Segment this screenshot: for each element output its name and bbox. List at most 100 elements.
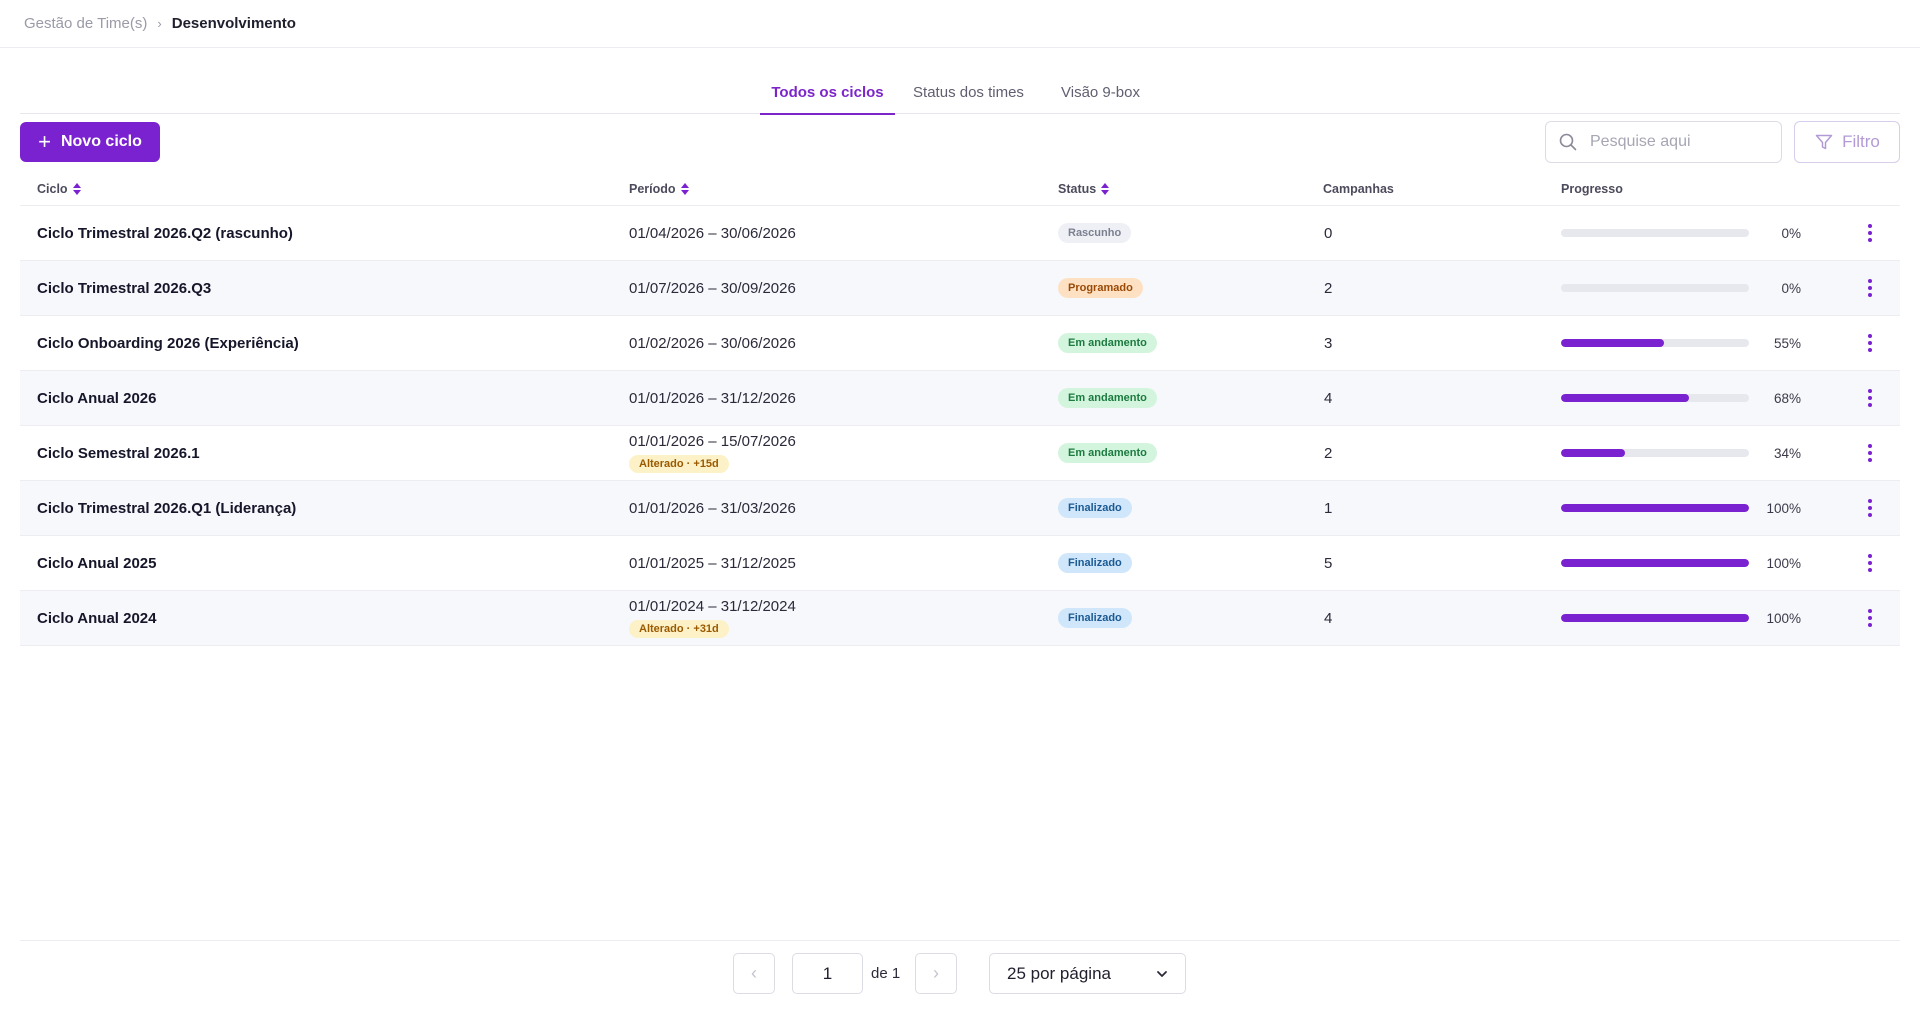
table-row[interactable]: Ciclo Anual 2026 01/01/2026 – 31/12/2026 E… xyxy=(20,371,1900,426)
more-vertical-icon xyxy=(1868,279,1872,297)
row-actions-button[interactable] xyxy=(1860,261,1880,315)
per-page-select[interactable]: 25 por página xyxy=(989,953,1186,994)
progress-fill xyxy=(1561,449,1625,457)
progress-bar xyxy=(1561,339,1749,347)
cycle-name[interactable]: Ciclo Semestral 2026.1 xyxy=(37,444,200,462)
campaign-count: 4 xyxy=(1324,609,1333,627)
table-row[interactable]: Ciclo Onboarding 2026 (Experiência) 01/02… xyxy=(20,316,1900,371)
progress-bar xyxy=(1561,614,1749,622)
table-row[interactable]: Ciclo Semestral 2026.1 01/01/2026 – 15/07… xyxy=(20,426,1900,481)
more-vertical-icon xyxy=(1868,389,1872,407)
tab-todos-os-ciclos[interactable]: Todos os ciclos xyxy=(760,70,895,115)
status-cell: Finalizado xyxy=(1058,481,1132,535)
progress-percent: 34% xyxy=(1773,445,1801,461)
more-vertical-icon xyxy=(1868,609,1872,627)
table-row[interactable]: Ciclo Anual 2025 01/01/2025 – 31/12/2025 F… xyxy=(20,536,1900,591)
status-cell: Em andamento xyxy=(1058,316,1157,370)
breadcrumb-current: Desenvolvimento xyxy=(171,15,296,32)
new-cycle-button[interactable]: + Novo ciclo xyxy=(20,122,160,162)
row-actions-button[interactable] xyxy=(1860,316,1880,370)
progress-cell: 68% xyxy=(1561,371,1801,425)
header-campanhas-label: Campanhas xyxy=(1323,182,1394,196)
row-actions-button[interactable] xyxy=(1860,371,1880,425)
table-row[interactable]: Ciclo Trimestral 2026.Q3 01/07/2026 – 30/… xyxy=(20,261,1900,316)
next-page-button[interactable]: › xyxy=(915,953,957,994)
cycle-name[interactable]: Ciclo Onboarding 2026 (Experiência) xyxy=(37,334,299,352)
tab-visao-9-box[interactable]: Visão 9-box xyxy=(1061,83,1140,101)
campaign-count: 5 xyxy=(1324,554,1333,572)
more-vertical-icon xyxy=(1868,499,1872,517)
table-row[interactable]: Ciclo Trimestral 2026.Q2 (rascunho) 01/04… xyxy=(20,206,1900,261)
tab-divider xyxy=(20,113,1900,114)
progress-fill xyxy=(1561,559,1749,567)
header-status[interactable]: Status xyxy=(1058,172,1110,206)
campaign-count: 2 xyxy=(1324,279,1333,297)
cycle-name[interactable]: Ciclo Anual 2025 xyxy=(37,554,157,572)
cycle-period-cell: 01/01/2026 – 31/12/2026 xyxy=(629,371,796,425)
header-ciclo[interactable]: Ciclo xyxy=(37,172,81,206)
search-input[interactable] xyxy=(1590,133,1770,151)
campaign-count: 4 xyxy=(1324,389,1333,407)
page-number-input[interactable] xyxy=(792,953,863,994)
progress-percent: 0% xyxy=(1781,280,1801,296)
header-campanhas: Campanhas xyxy=(1323,172,1394,206)
status-cell: Em andamento xyxy=(1058,371,1157,425)
cycle-period: 01/01/2026 – 31/03/2026 xyxy=(629,499,796,517)
cycle-period-cell: 01/04/2026 – 30/06/2026 xyxy=(629,206,796,260)
progress-fill xyxy=(1561,394,1689,402)
header-periodo-label: Período xyxy=(629,182,676,196)
search-box[interactable] xyxy=(1545,121,1782,163)
cycle-name[interactable]: Ciclo Trimestral 2026.Q3 xyxy=(37,279,212,297)
table-row[interactable]: Ciclo Trimestral 2026.Q1 (Liderança) 01/0… xyxy=(20,481,1900,536)
filter-button[interactable]: Filtro xyxy=(1794,121,1900,163)
row-actions-button[interactable] xyxy=(1860,206,1880,260)
progress-cell: 0% xyxy=(1561,261,1801,315)
progress-percent: 100% xyxy=(1766,500,1801,516)
cycle-name[interactable]: Ciclo Anual 2026 xyxy=(37,389,157,407)
more-vertical-icon xyxy=(1868,334,1872,352)
changed-badge: Alterado · +31d xyxy=(629,620,729,638)
footer-divider xyxy=(20,940,1900,941)
chevron-right-icon: › xyxy=(157,16,162,31)
more-vertical-icon xyxy=(1868,444,1872,462)
row-actions-button[interactable] xyxy=(1860,426,1880,480)
tab-bar: Todos os ciclos Status dos times Visão 9… xyxy=(0,70,1920,115)
cycle-name[interactable]: Ciclo Trimestral 2026.Q2 (rascunho) xyxy=(37,224,293,242)
status-badge: Finalizado xyxy=(1058,608,1132,628)
progress-cell: 55% xyxy=(1561,316,1801,370)
status-cell: Finalizado xyxy=(1058,536,1132,590)
sort-icon[interactable] xyxy=(680,183,689,195)
campaign-count: 1 xyxy=(1324,499,1333,517)
progress-percent: 68% xyxy=(1773,390,1801,406)
cycle-period: 01/01/2025 – 31/12/2025 xyxy=(629,554,796,572)
cycle-name[interactable]: Ciclo Trimestral 2026.Q1 (Liderança) xyxy=(37,499,297,517)
filter-icon xyxy=(1815,134,1833,150)
status-badge: Rascunho xyxy=(1058,223,1132,243)
row-actions-button[interactable] xyxy=(1860,591,1880,645)
filter-label: Filtro xyxy=(1842,132,1880,151)
cycle-period: 01/01/2026 – 15/07/2026 xyxy=(629,433,796,450)
plus-icon: + xyxy=(38,129,51,154)
table-row[interactable]: Ciclo Anual 2024 01/01/2024 – 31/12/2024 A… xyxy=(20,591,1900,646)
prev-page-button[interactable]: ‹ xyxy=(733,953,775,994)
search-icon xyxy=(1559,133,1577,151)
cycle-period-cell: 01/07/2026 – 30/09/2026 xyxy=(629,261,796,315)
sort-icon[interactable] xyxy=(1101,183,1110,195)
cycle-period: 01/01/2024 – 31/12/2024 xyxy=(629,598,796,615)
row-actions-button[interactable] xyxy=(1860,536,1880,590)
progress-cell: 100% xyxy=(1561,536,1801,590)
status-cell: Em andamento xyxy=(1058,426,1157,480)
campaign-count: 3 xyxy=(1324,334,1333,352)
status-badge: Finalizado xyxy=(1058,553,1132,573)
progress-bar xyxy=(1561,284,1749,292)
progress-percent: 55% xyxy=(1773,335,1801,351)
sort-icon[interactable] xyxy=(72,183,81,195)
tab-status-dos-times[interactable]: Status dos times xyxy=(913,83,1024,101)
progress-percent: 100% xyxy=(1766,610,1801,626)
header-ciclo-label: Ciclo xyxy=(37,182,68,196)
cycle-name[interactable]: Ciclo Anual 2024 xyxy=(37,609,157,627)
header-periodo[interactable]: Período xyxy=(629,172,689,206)
status-cell: Programado xyxy=(1058,261,1143,315)
row-actions-button[interactable] xyxy=(1860,481,1880,535)
breadcrumb-parent[interactable]: Gestão de Time(s) xyxy=(24,15,148,32)
